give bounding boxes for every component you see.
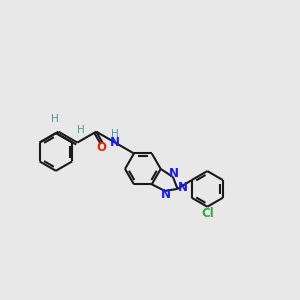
- Text: H: H: [77, 125, 85, 135]
- Text: H: H: [111, 129, 119, 139]
- Text: N: N: [110, 136, 120, 149]
- Text: N: N: [161, 188, 171, 201]
- Text: N: N: [169, 167, 179, 180]
- Text: N: N: [178, 182, 188, 194]
- Text: H: H: [51, 114, 58, 124]
- Text: Cl: Cl: [201, 207, 214, 220]
- Text: O: O: [97, 142, 107, 154]
